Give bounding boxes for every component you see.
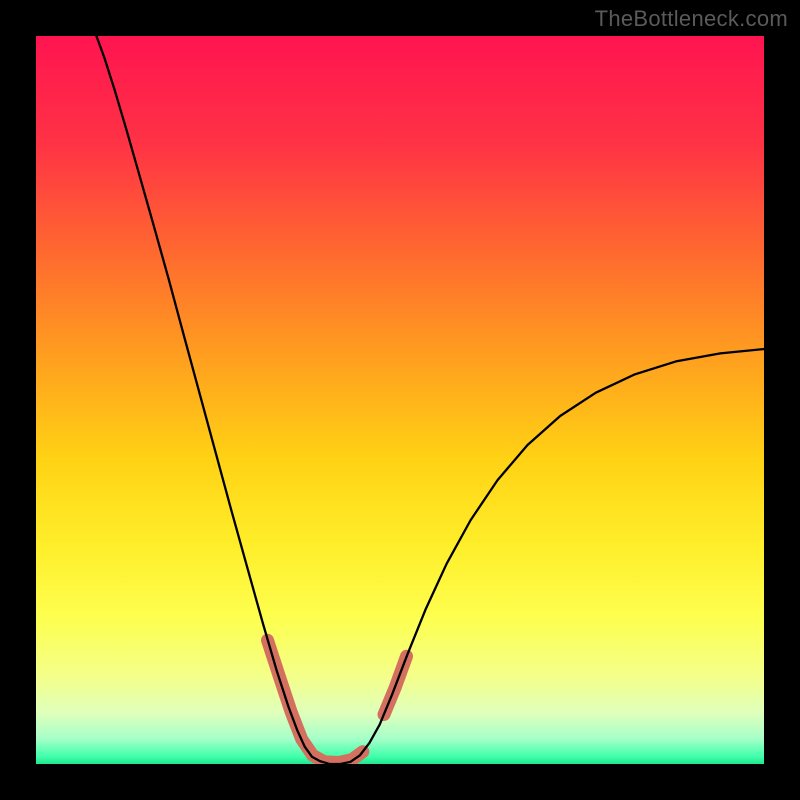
gradient-background — [36, 36, 764, 764]
plot-area — [36, 36, 764, 764]
chart-frame: TheBottleneck.com — [0, 0, 800, 800]
bottleneck-curve-chart — [36, 36, 764, 764]
watermark-text: TheBottleneck.com — [595, 6, 788, 32]
